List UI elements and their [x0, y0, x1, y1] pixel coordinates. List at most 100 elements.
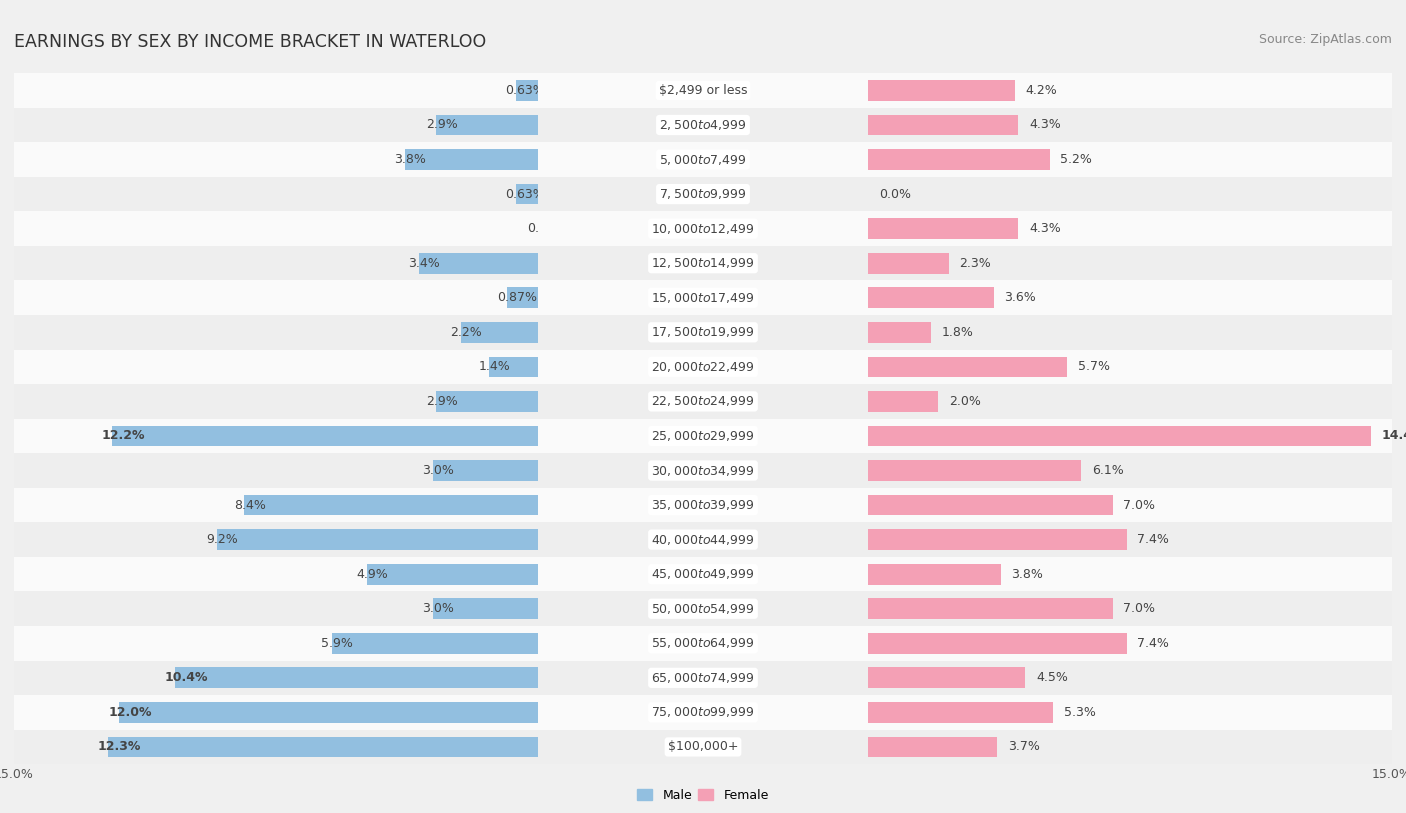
- Bar: [14, 211, 537, 246]
- Bar: [537, 419, 869, 453]
- Bar: [869, 737, 997, 757]
- Bar: [14, 626, 537, 660]
- Bar: [537, 453, 869, 488]
- Text: 2.3%: 2.3%: [959, 257, 991, 270]
- Text: 8.4%: 8.4%: [233, 498, 266, 511]
- Bar: [869, 529, 1126, 550]
- Bar: [869, 253, 949, 273]
- Text: 14.4%: 14.4%: [1382, 429, 1406, 442]
- Bar: [14, 419, 537, 453]
- Bar: [537, 107, 869, 142]
- Text: 0.0%: 0.0%: [879, 188, 911, 201]
- Bar: [405, 149, 537, 170]
- Bar: [537, 695, 869, 729]
- Text: $50,000 to $54,999: $50,000 to $54,999: [651, 602, 755, 615]
- Text: 0.87%: 0.87%: [496, 291, 537, 304]
- Bar: [332, 633, 537, 654]
- Text: $30,000 to $34,999: $30,000 to $34,999: [651, 463, 755, 477]
- Text: $65,000 to $74,999: $65,000 to $74,999: [651, 671, 755, 685]
- Bar: [14, 695, 537, 729]
- Bar: [869, 425, 1371, 446]
- Bar: [537, 626, 869, 660]
- Bar: [433, 598, 537, 619]
- Text: 3.0%: 3.0%: [422, 464, 454, 477]
- Bar: [537, 73, 869, 107]
- Bar: [869, 598, 1112, 619]
- Text: $15,000 to $17,499: $15,000 to $17,499: [651, 291, 755, 305]
- Bar: [537, 591, 869, 626]
- Bar: [14, 176, 537, 211]
- Bar: [112, 425, 537, 446]
- Text: 1.4%: 1.4%: [478, 360, 510, 373]
- Bar: [217, 529, 537, 550]
- Bar: [489, 356, 537, 377]
- Text: $40,000 to $44,999: $40,000 to $44,999: [651, 533, 755, 546]
- Bar: [537, 660, 869, 695]
- Text: 7.0%: 7.0%: [1123, 498, 1156, 511]
- Bar: [869, 80, 1015, 101]
- Text: 6.1%: 6.1%: [1091, 464, 1123, 477]
- Text: 4.5%: 4.5%: [1036, 672, 1067, 685]
- Bar: [245, 494, 537, 515]
- Bar: [14, 73, 537, 107]
- Text: 7.4%: 7.4%: [1137, 533, 1168, 546]
- Bar: [537, 176, 869, 211]
- Text: $55,000 to $64,999: $55,000 to $64,999: [651, 637, 755, 650]
- Text: 12.0%: 12.0%: [108, 706, 152, 719]
- Bar: [869, 660, 1392, 695]
- Text: 0.0%: 0.0%: [527, 222, 560, 235]
- Bar: [14, 557, 537, 591]
- Text: 9.2%: 9.2%: [207, 533, 238, 546]
- Bar: [436, 115, 537, 135]
- Text: 7.4%: 7.4%: [1137, 637, 1168, 650]
- Text: $2,500 to $4,999: $2,500 to $4,999: [659, 118, 747, 132]
- Bar: [537, 488, 869, 522]
- Bar: [461, 322, 537, 342]
- Bar: [869, 633, 1126, 654]
- Text: 2.9%: 2.9%: [426, 119, 458, 132]
- Bar: [433, 460, 537, 480]
- Bar: [869, 695, 1392, 729]
- Bar: [869, 729, 1392, 764]
- Bar: [869, 702, 1053, 723]
- Bar: [537, 557, 869, 591]
- Bar: [869, 149, 1050, 170]
- Bar: [869, 488, 1392, 522]
- Text: 4.3%: 4.3%: [1029, 119, 1060, 132]
- Text: 3.8%: 3.8%: [395, 153, 426, 166]
- Text: $5,000 to $7,499: $5,000 to $7,499: [659, 153, 747, 167]
- Bar: [537, 729, 869, 764]
- Bar: [537, 315, 869, 350]
- Bar: [869, 280, 1392, 315]
- Bar: [537, 211, 869, 246]
- Text: 3.8%: 3.8%: [1011, 567, 1043, 580]
- Bar: [14, 350, 537, 384]
- Text: Source: ZipAtlas.com: Source: ZipAtlas.com: [1258, 33, 1392, 46]
- Bar: [14, 453, 537, 488]
- Text: 4.9%: 4.9%: [356, 567, 388, 580]
- Bar: [14, 107, 537, 142]
- Bar: [537, 384, 869, 419]
- Text: $10,000 to $12,499: $10,000 to $12,499: [651, 222, 755, 236]
- Legend: Male, Female: Male, Female: [633, 784, 773, 806]
- Bar: [869, 218, 1018, 239]
- Bar: [869, 522, 1392, 557]
- Bar: [869, 626, 1392, 660]
- Bar: [508, 287, 537, 308]
- Bar: [14, 280, 537, 315]
- Text: $22,500 to $24,999: $22,500 to $24,999: [651, 394, 755, 408]
- Text: $7,500 to $9,999: $7,500 to $9,999: [659, 187, 747, 201]
- Bar: [419, 253, 537, 273]
- Bar: [367, 563, 537, 585]
- Bar: [537, 522, 869, 557]
- Bar: [14, 591, 537, 626]
- Text: 12.3%: 12.3%: [98, 741, 141, 754]
- Text: EARNINGS BY SEX BY INCOME BRACKET IN WATERLOO: EARNINGS BY SEX BY INCOME BRACKET IN WAT…: [14, 33, 486, 50]
- Bar: [869, 453, 1392, 488]
- Bar: [516, 80, 537, 101]
- Bar: [537, 142, 869, 176]
- Bar: [869, 460, 1081, 480]
- Text: $17,500 to $19,999: $17,500 to $19,999: [651, 325, 755, 339]
- Bar: [869, 115, 1018, 135]
- Text: $75,000 to $99,999: $75,000 to $99,999: [651, 706, 755, 720]
